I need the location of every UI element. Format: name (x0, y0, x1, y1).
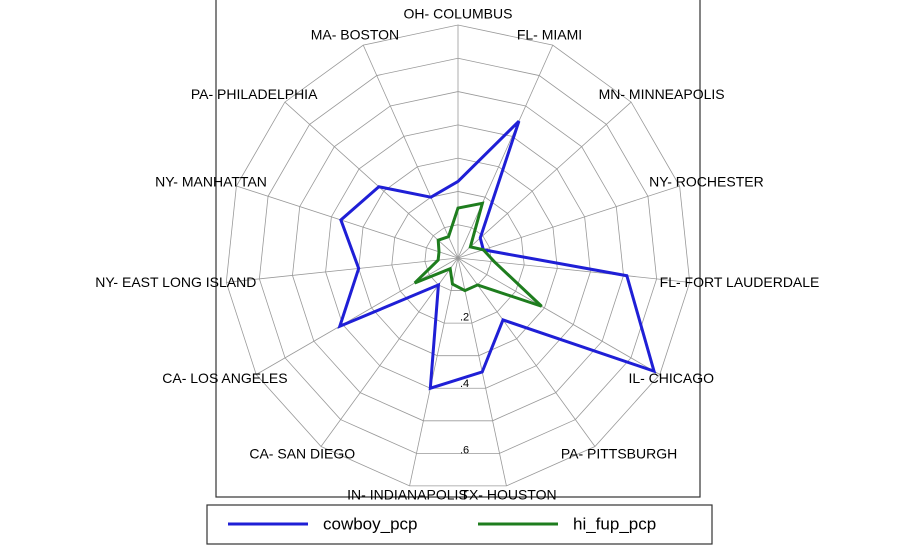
category-label: MA- BOSTON (311, 27, 399, 43)
category-label: OH- COLUMBUS (404, 6, 513, 22)
spoke (320, 257, 459, 447)
category-label: NY- EAST LONG ISLAND (95, 274, 256, 290)
category-label: PA- PHILADELPHIA (191, 86, 318, 102)
grid-ring (391, 191, 525, 324)
spoke (457, 44, 554, 259)
spoke (457, 257, 596, 447)
spoke (457, 101, 632, 259)
spoke (284, 101, 459, 259)
grid-ring (258, 57, 658, 454)
category-label: PA- PITTSBURGH (561, 445, 677, 461)
grid-ring (292, 91, 624, 422)
r-tick-label: .2 (460, 311, 469, 323)
spoke (256, 257, 459, 375)
legend-box (206, 504, 713, 545)
category-label: CA- SAN DIEGO (249, 445, 355, 461)
r-tick-label: .6 (460, 445, 469, 457)
legend-label: cowboy_pcp (323, 514, 418, 533)
category-label: FL- MIAMI (517, 27, 582, 43)
category-label: FL- FORT LAUDERDALE (660, 274, 820, 290)
spoke (457, 257, 660, 375)
spoke (226, 257, 459, 283)
category-label: IL- CHICAGO (628, 370, 714, 386)
category-label: CA- LOS ANGELES (162, 370, 287, 386)
category-label: NY- MANHATTAN (155, 174, 267, 190)
category-label: IN- INDIANAPOLIS (347, 486, 468, 502)
spoke (409, 257, 459, 486)
category-label: MN- MINNEAPOLIS (599, 86, 725, 102)
category-label: NY- ROCHESTER (649, 174, 764, 190)
plot-frame (215, 0, 701, 498)
category-label: TX- HOUSTON (460, 486, 556, 502)
legend-label: hi_fup_pcp (573, 514, 656, 533)
spoke (236, 185, 459, 259)
spoke (362, 44, 459, 259)
series-line (337, 120, 657, 391)
series-line (413, 201, 543, 308)
grid-ring (424, 224, 492, 291)
r-tick-label: .4 (460, 378, 469, 390)
grid-ring (225, 24, 691, 487)
grid-ring (325, 124, 591, 389)
grid-ring (358, 157, 558, 357)
spoke (457, 185, 680, 259)
